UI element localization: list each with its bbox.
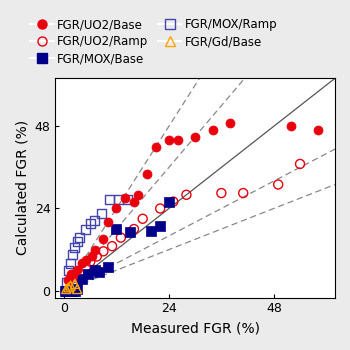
Point (85, 271, 91, 277)
Point (158, 206, 163, 211)
Point (127, 230, 132, 235)
Point (210, 127, 216, 133)
Point (77, 271, 82, 277)
Point (135, 192, 141, 198)
Point (166, 199, 172, 204)
Point (114, 206, 119, 211)
Point (131, 199, 137, 204)
Point (68, 288, 74, 294)
Point (92, 218, 97, 223)
Point (79, 260, 84, 266)
Point (65, 267, 71, 273)
Point (70, 252, 76, 258)
Point (166, 137, 172, 143)
Point (83, 264, 89, 270)
Point (68, 283, 74, 288)
Point (72, 288, 78, 294)
Point (184, 192, 189, 198)
Point (227, 120, 233, 126)
Point (218, 190, 224, 196)
Point (74, 267, 80, 273)
Point (144, 172, 150, 177)
Point (125, 197, 130, 203)
Point (92, 267, 97, 273)
Point (90, 254, 95, 259)
Point (109, 243, 115, 249)
Point (116, 197, 121, 203)
Point (240, 190, 246, 196)
Point (107, 197, 113, 203)
Point (92, 247, 97, 252)
Point (83, 257, 89, 263)
Point (118, 235, 124, 240)
Point (105, 219, 111, 225)
Point (88, 259, 93, 264)
Point (297, 161, 303, 167)
Point (72, 281, 78, 287)
Legend: FGR/UO2/Base, FGR/UO2/Ramp, FGR/MOX/Base, FGR/MOX/Ramp, FGR/Gd/Base: FGR/UO2/Base, FGR/UO2/Ramp, FGR/MOX/Base… (28, 16, 280, 68)
Point (72, 245, 78, 251)
Point (158, 223, 163, 229)
Point (275, 182, 281, 187)
Point (70, 273, 76, 278)
Point (193, 134, 198, 139)
Point (98, 211, 104, 216)
Point (68, 271, 74, 277)
Point (175, 137, 181, 143)
Point (74, 238, 80, 244)
Point (83, 226, 89, 232)
Point (100, 248, 106, 254)
Point (63, 286, 69, 292)
Point (131, 226, 137, 232)
Point (63, 279, 69, 285)
Point (79, 276, 84, 281)
Point (77, 235, 82, 240)
Point (170, 199, 176, 204)
Point (122, 195, 128, 201)
Point (68, 260, 74, 266)
Point (65, 278, 71, 283)
Point (88, 221, 93, 227)
Y-axis label: Calculated FGR (%): Calculated FGR (%) (15, 120, 29, 256)
Point (105, 264, 111, 270)
Point (74, 286, 80, 292)
Point (100, 237, 106, 242)
Point (63, 288, 68, 294)
Point (149, 228, 154, 233)
Point (94, 254, 100, 259)
Point (96, 269, 102, 275)
Point (114, 226, 119, 232)
Point (65, 285, 71, 290)
Point (70, 279, 76, 285)
Point (65, 288, 71, 294)
Point (288, 124, 294, 129)
Point (140, 216, 146, 222)
Point (70, 288, 76, 294)
Point (315, 127, 320, 133)
Point (74, 286, 80, 292)
Point (63, 288, 69, 294)
X-axis label: Measured FGR (%): Measured FGR (%) (131, 321, 260, 335)
Point (153, 144, 159, 149)
